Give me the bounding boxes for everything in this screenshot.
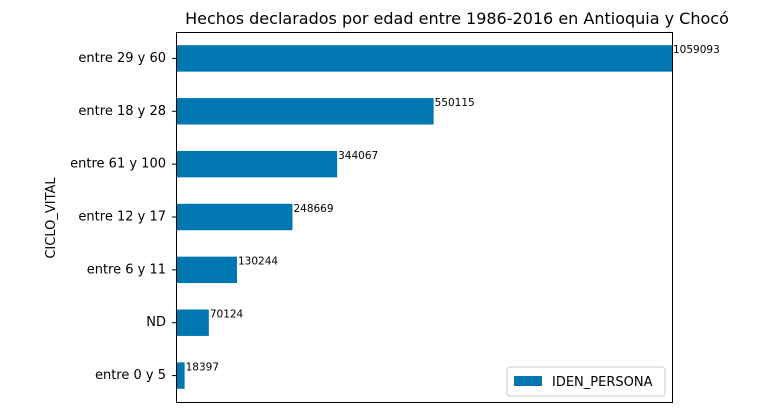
chart-title: Hechos declarados por edad entre 1986-20… <box>185 9 729 28</box>
bar <box>176 98 434 125</box>
bar <box>176 362 185 389</box>
bar <box>176 256 237 284</box>
data-label: 550115 <box>435 97 475 109</box>
legend-box <box>506 366 666 397</box>
data-label: 248669 <box>293 203 333 215</box>
y-tick-label: ND <box>146 315 166 330</box>
data-label: 70124 <box>210 309 244 321</box>
data-label: 18397 <box>186 361 219 373</box>
y-tick-label: entre 18 y 28 <box>78 104 166 119</box>
bar <box>176 309 209 336</box>
plot-frame <box>176 32 673 403</box>
y-tick-label: entre 0 y 5 <box>95 368 166 383</box>
bar <box>176 45 672 72</box>
bar <box>176 150 338 178</box>
y-ticks-group: entre 0 y 5 ND entre 6 y 11 entre 12 y 17 en… <box>70 51 176 383</box>
legend-swatch <box>514 376 542 386</box>
bar <box>176 203 293 231</box>
y-tick-label: entre 12 y 17 <box>78 210 166 225</box>
y-tick-label: entre 6 y 11 <box>87 262 166 277</box>
y-tick-label: entre 29 y 60 <box>78 51 166 66</box>
data-labels-group: 18397 70124 130244 248669 344067 550115 105909… <box>186 44 720 373</box>
bars-group <box>176 45 672 389</box>
data-label: 1059093 <box>673 44 720 56</box>
legend-label: IDEN_PERSONA <box>552 375 653 390</box>
y-tick-label: entre 61 y 100 <box>70 157 166 172</box>
y-axis-label: CICLO_VITAL <box>44 177 59 259</box>
legend: IDEN_PERSONA <box>506 366 666 397</box>
data-label: 130244 <box>238 256 278 268</box>
data-label: 344067 <box>338 150 378 162</box>
